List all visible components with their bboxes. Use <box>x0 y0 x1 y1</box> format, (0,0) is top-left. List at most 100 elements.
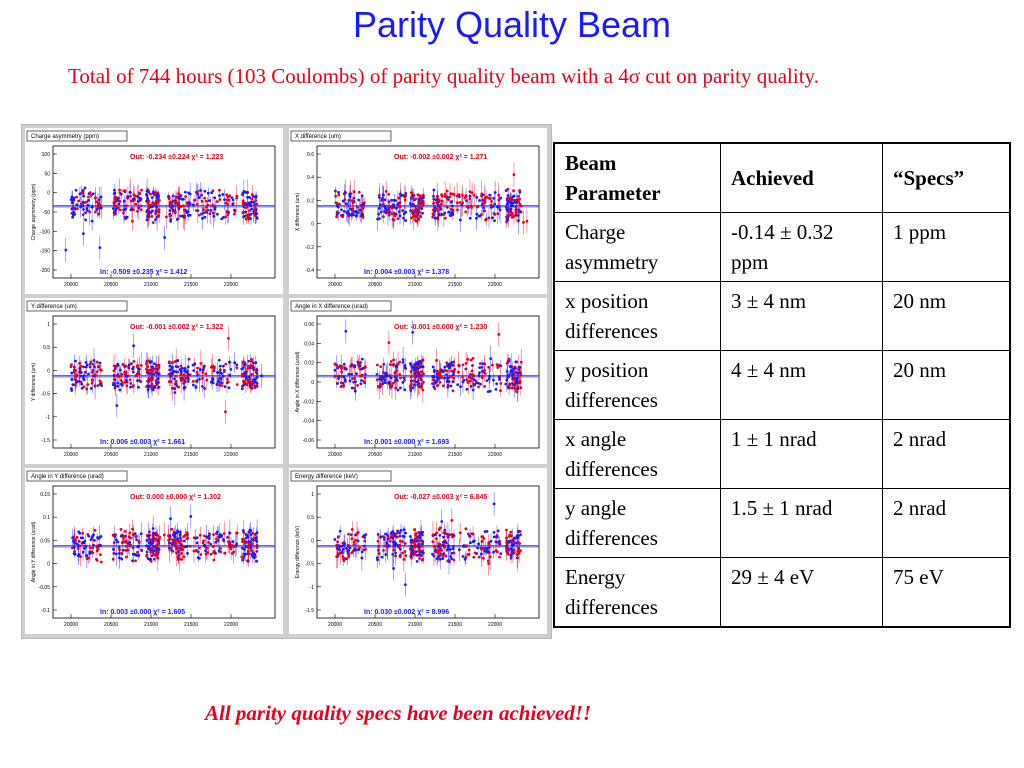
data-point <box>410 216 413 220</box>
data-point <box>124 548 128 552</box>
data-point <box>416 535 419 539</box>
data-point <box>112 207 115 210</box>
data-point <box>233 208 236 212</box>
data-point <box>417 545 421 549</box>
data-point <box>433 375 436 379</box>
data-point <box>447 362 451 366</box>
data-point <box>131 559 134 563</box>
data-point <box>358 364 362 368</box>
data-point <box>180 552 183 555</box>
data-point <box>255 367 258 371</box>
data-point <box>344 329 348 333</box>
data-point <box>432 194 435 198</box>
data-point <box>131 197 135 201</box>
data-point <box>452 551 456 555</box>
data-point <box>480 548 483 551</box>
data-point <box>431 212 435 216</box>
data-point <box>152 203 156 207</box>
data-point <box>81 213 85 217</box>
data-point <box>449 555 453 558</box>
data-point <box>383 204 387 208</box>
data-point <box>179 364 183 368</box>
data-point <box>468 375 471 379</box>
data-point <box>444 195 448 199</box>
data-point <box>359 208 363 212</box>
data-point <box>85 557 89 561</box>
data-point <box>519 210 523 214</box>
data-point <box>419 378 423 382</box>
data-point <box>154 547 158 550</box>
data-point <box>413 213 417 217</box>
data-point <box>419 370 423 374</box>
data-point <box>476 546 479 550</box>
data-point <box>392 205 396 209</box>
data-point <box>195 370 199 374</box>
data-point <box>204 199 208 203</box>
data-point <box>97 365 101 368</box>
data-point <box>496 366 500 369</box>
data-point <box>386 209 390 213</box>
data-point <box>250 549 254 553</box>
data-point <box>240 367 244 371</box>
in-fit-result: In: 0.030 ±0.002 χ² = 8.996 <box>364 609 449 616</box>
data-point <box>253 202 257 206</box>
data-point <box>82 232 85 236</box>
data-point <box>457 363 461 367</box>
data-point <box>132 359 136 363</box>
data-point <box>75 535 79 539</box>
data-point <box>516 387 520 391</box>
data-point <box>443 216 447 220</box>
plot-svg: Energy difference (keV) 1 0.5 0 -0.5 -1 -1.5 20… <box>290 470 540 628</box>
row-achieved: 3 ± 4 nm <box>720 281 883 351</box>
data-point <box>203 387 207 390</box>
data-point <box>453 367 457 371</box>
data-point <box>135 550 139 554</box>
data-point <box>182 386 186 390</box>
data-point <box>361 206 365 210</box>
data-point <box>69 365 73 369</box>
data-point <box>343 366 346 370</box>
data-point <box>509 547 513 551</box>
data-point <box>384 544 388 548</box>
data-point <box>450 551 454 555</box>
data-point <box>476 205 480 209</box>
data-point <box>123 540 127 544</box>
data-point <box>150 543 153 546</box>
data-point <box>480 202 484 206</box>
data-point <box>240 387 244 391</box>
data-point <box>87 195 90 199</box>
data-point <box>155 544 158 548</box>
data-point <box>413 383 416 387</box>
data-point <box>402 216 405 220</box>
data-point <box>98 361 102 365</box>
data-point <box>504 189 508 193</box>
data-point <box>204 549 207 553</box>
header-specs: “Specs” <box>882 142 1011 213</box>
data-point <box>392 198 396 202</box>
y-tick-label: -0.06 <box>303 438 315 444</box>
data-point <box>241 202 245 205</box>
data-point <box>495 382 499 386</box>
data-point <box>475 552 479 555</box>
data-point <box>250 537 254 541</box>
data-point <box>241 558 245 562</box>
data-point <box>96 384 100 387</box>
data-point <box>201 377 204 380</box>
data-point <box>401 209 404 212</box>
data-point <box>486 390 490 394</box>
data-point <box>250 372 254 376</box>
data-point <box>387 544 391 548</box>
data-point <box>469 379 472 383</box>
data-point <box>153 362 156 366</box>
x-tick-label: 21500 <box>184 282 198 288</box>
data-point <box>192 549 196 553</box>
data-point <box>505 199 509 202</box>
y-tick-label: 0.6 <box>307 152 314 158</box>
data-point <box>447 544 450 548</box>
plot-angle-x-difference: Angle in X difference (urad) 0.06 0.04 0.02… <box>289 298 547 464</box>
data-point <box>519 386 523 390</box>
data-point <box>205 535 209 539</box>
y-tick-label: -1.5 <box>41 438 50 444</box>
y-tick-label: -0.2 <box>305 245 314 251</box>
data-point <box>152 557 156 561</box>
